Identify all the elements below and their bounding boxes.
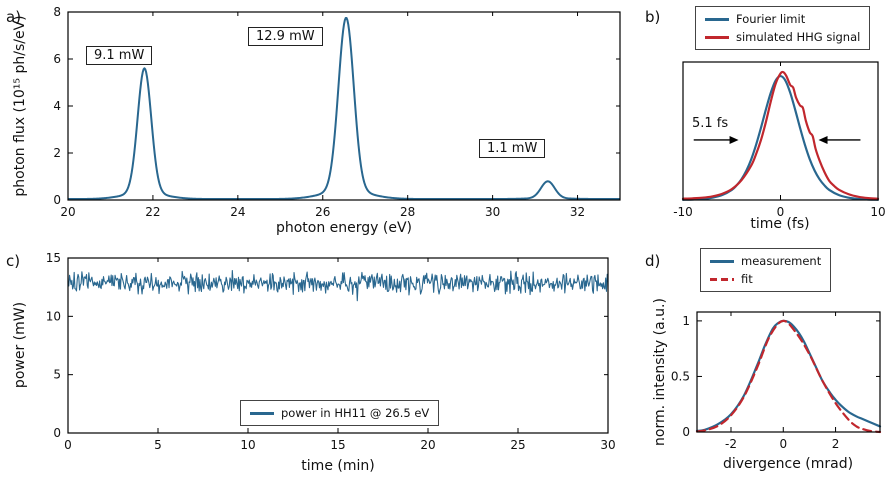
panel-c-xlabel: time (min) xyxy=(301,458,375,474)
svg-text:15: 15 xyxy=(46,251,61,265)
panel-c-ylabel: power (mW) xyxy=(12,301,28,389)
peak3-power-annotation: 1.1 mW xyxy=(479,139,546,158)
legend-b-entry-fourier: Fourier limit xyxy=(705,12,860,26)
svg-text:0: 0 xyxy=(53,193,61,207)
svg-text:5: 5 xyxy=(154,438,162,452)
measurement-label: measurement xyxy=(741,254,822,268)
hhg-signal-label: simulated HHG signal xyxy=(736,30,861,44)
svg-text:2: 2 xyxy=(53,146,61,160)
legend-c: power in HH11 @ 26.5 eV xyxy=(240,400,440,426)
fourier-limit-label: Fourier limit xyxy=(736,12,806,26)
legend-c-entry-power: power in HH11 @ 26.5 eV xyxy=(250,406,429,420)
panel-d-xlabel: divergence (mrad) xyxy=(722,456,854,472)
panel-b-label: b) xyxy=(645,8,661,26)
measurement-line-sample xyxy=(710,259,734,263)
svg-text:0: 0 xyxy=(779,437,787,451)
svg-text:30: 30 xyxy=(600,438,615,452)
svg-text:4: 4 xyxy=(53,99,61,113)
peak2-power-annotation: 12.9 mW xyxy=(248,27,323,46)
svg-text:32: 32 xyxy=(570,205,585,219)
pulse-duration-annotation: 5.1 fs xyxy=(692,116,729,131)
panel-d-ylabel: norm. intensity (a.u.) xyxy=(652,298,668,446)
svg-text:25: 25 xyxy=(510,438,525,452)
peak1-power-annotation: 9.1 mW xyxy=(86,46,153,65)
fit-line-sample xyxy=(710,277,734,281)
svg-text:1: 1 xyxy=(682,314,690,328)
legend-d-entry-fit: fit xyxy=(710,272,821,286)
svg-text:0: 0 xyxy=(53,426,61,440)
svg-text:26: 26 xyxy=(315,205,330,219)
svg-text:0: 0 xyxy=(64,438,72,452)
svg-text:30: 30 xyxy=(485,205,500,219)
svg-text:0: 0 xyxy=(682,425,690,439)
svg-text:0.5: 0.5 xyxy=(671,369,690,383)
svg-text:10: 10 xyxy=(870,205,885,219)
panel-c-label: c) xyxy=(6,252,21,270)
legend-b-entry-hhg: simulated HHG signal xyxy=(705,30,860,44)
svg-text:28: 28 xyxy=(400,205,415,219)
fit-label: fit xyxy=(741,272,753,286)
svg-text:0: 0 xyxy=(777,205,785,219)
legend-d-entry-measurement: measurement xyxy=(710,254,821,268)
legend-b: Fourier limit simulated HHG signal xyxy=(695,6,871,50)
svg-text:6: 6 xyxy=(53,52,61,66)
svg-text:22: 22 xyxy=(145,205,160,219)
panel-a-label: a) xyxy=(6,8,22,26)
panel-b-xlabel: time (fs) xyxy=(750,216,810,232)
fourier-limit-line-sample xyxy=(705,17,729,21)
legend-d: measurement fit xyxy=(700,248,832,292)
power-series-label: power in HH11 @ 26.5 eV xyxy=(281,406,430,420)
panel-a-xlabel: photon energy (eV) xyxy=(275,220,413,236)
panel-a-ylabel: photon flux (10¹⁵ ph/s/eV) xyxy=(12,15,28,197)
svg-text:20: 20 xyxy=(420,438,435,452)
svg-text:8: 8 xyxy=(53,5,61,19)
panel-d-label: d) xyxy=(645,252,661,270)
svg-text:-10: -10 xyxy=(673,205,693,219)
svg-text:15: 15 xyxy=(330,438,345,452)
hhg-signal-line-sample xyxy=(705,35,729,39)
svg-text:-2: -2 xyxy=(725,437,737,451)
svg-text:10: 10 xyxy=(46,309,61,323)
svg-text:10: 10 xyxy=(240,438,255,452)
svg-text:24: 24 xyxy=(230,205,245,219)
svg-text:20: 20 xyxy=(60,205,75,219)
svg-text:5: 5 xyxy=(53,368,61,382)
svg-text:2: 2 xyxy=(832,437,840,451)
power-line-sample xyxy=(250,411,274,415)
